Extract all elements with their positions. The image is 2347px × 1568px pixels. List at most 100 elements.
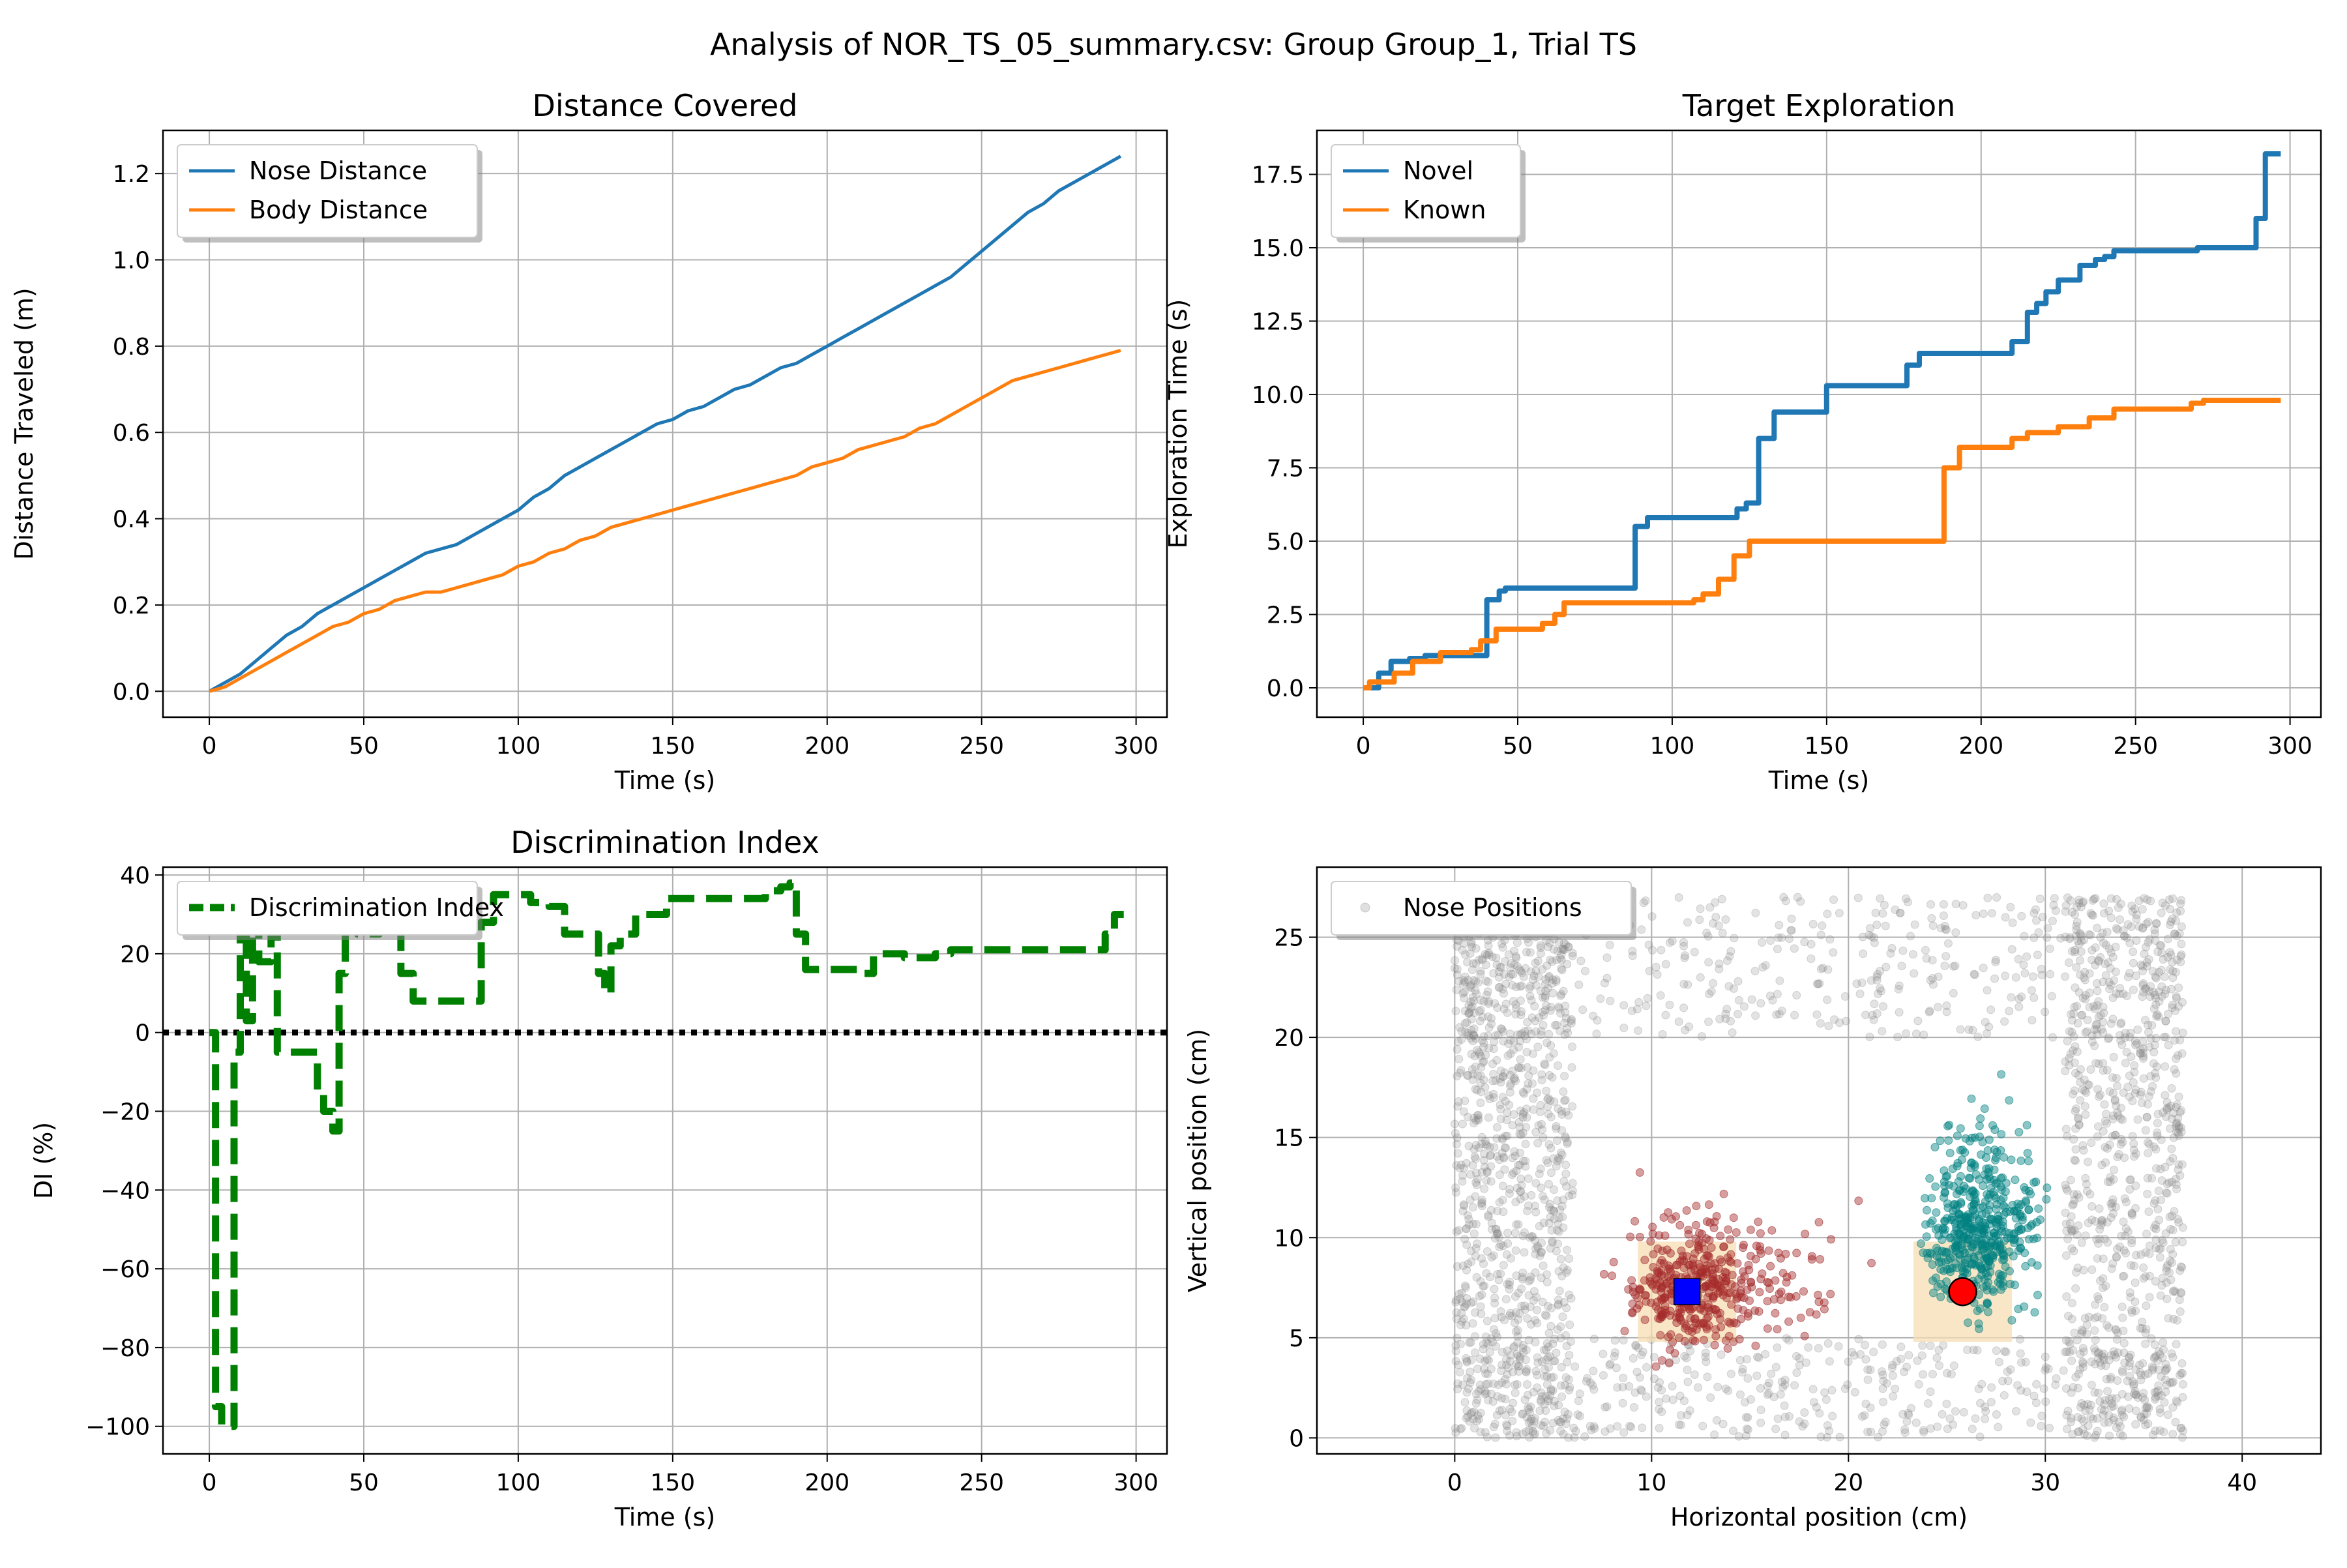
nose-position-point bbox=[1473, 1071, 1483, 1080]
near-known-point bbox=[1662, 1245, 1672, 1254]
nose-position-point bbox=[1576, 956, 1586, 966]
nose-position-point bbox=[2142, 1301, 2151, 1310]
nose-position-point bbox=[1906, 932, 1915, 941]
nose-position-point bbox=[1571, 1362, 1580, 1371]
nose-position-point bbox=[1816, 1019, 1825, 1028]
nose-position-point bbox=[2091, 1300, 2100, 1309]
nose-position-point bbox=[1500, 1068, 1509, 1077]
nose-position-point bbox=[1499, 1207, 1508, 1217]
nose-position-point bbox=[2176, 1123, 2185, 1132]
series-line-1 bbox=[209, 349, 1121, 693]
nose-position-point bbox=[2081, 1231, 2090, 1240]
nose-position-point bbox=[2111, 1325, 2120, 1334]
nose-position-point bbox=[2070, 1226, 2079, 1235]
nose-position-point bbox=[2022, 952, 2031, 961]
nose-position-point bbox=[1539, 1219, 1548, 1228]
x-tick-label: 150 bbox=[1804, 733, 1849, 760]
nose-position-point bbox=[1681, 951, 1690, 960]
nose-position-point bbox=[1575, 1389, 1584, 1398]
nose-position-point bbox=[2157, 1176, 2166, 1185]
nose-position-point bbox=[1462, 1356, 1471, 1365]
nose-position-point bbox=[1509, 1368, 1518, 1376]
near-novel-point bbox=[1936, 1292, 1945, 1301]
nose-position-point bbox=[2087, 1138, 2096, 1147]
nose-position-point bbox=[2043, 933, 2052, 942]
nose-position-point bbox=[1850, 1387, 1859, 1397]
nose-position-point bbox=[2082, 1179, 2091, 1189]
nose-position-point bbox=[2162, 1104, 2172, 1113]
nose-position-point bbox=[1466, 1195, 1475, 1204]
nose-position-point bbox=[2177, 922, 2186, 931]
nose-position-point bbox=[1518, 1340, 1528, 1350]
nose-position-point bbox=[1504, 1039, 1513, 1048]
y-tick-label: 25 bbox=[1274, 925, 1304, 952]
nose-position-point bbox=[2067, 1299, 2076, 1308]
legend-box bbox=[177, 881, 478, 936]
nose-position-point bbox=[1706, 1393, 1715, 1402]
nose-position-point bbox=[1763, 1382, 1772, 1391]
nose-position-point bbox=[1479, 1282, 1488, 1291]
nose-position-point bbox=[1863, 1365, 1872, 1374]
nose-position-point bbox=[2165, 1268, 2174, 1277]
nose-position-point bbox=[2136, 1049, 2145, 1058]
nose-position-point bbox=[2174, 983, 2183, 992]
nose-position-point bbox=[2121, 1249, 2131, 1258]
nose-position-point bbox=[1879, 1397, 1888, 1406]
nose-position-point bbox=[2108, 1089, 2118, 1098]
nose-position-point bbox=[1613, 1422, 1622, 1431]
nose-position-point bbox=[2118, 1302, 2127, 1311]
nose-position-point bbox=[1912, 1029, 1921, 1039]
nose-position-point bbox=[1568, 1191, 1577, 1200]
nose-position-point bbox=[1536, 1164, 1545, 1174]
nose-position-point bbox=[2172, 1122, 2181, 1131]
nose-position-point bbox=[1719, 1419, 1728, 1428]
di-plot-area bbox=[163, 879, 1167, 1430]
nose-position-point bbox=[1495, 983, 1504, 992]
nose-position-point bbox=[2109, 1175, 2118, 1184]
x-tick-label: 30 bbox=[2030, 1470, 2060, 1496]
nose-position-point bbox=[1495, 968, 1503, 977]
nose-position-point bbox=[2077, 1011, 2086, 1020]
nose-position-point bbox=[1694, 1383, 1703, 1392]
nose-position-point bbox=[1473, 1111, 1482, 1120]
near-known-point bbox=[1654, 1305, 1662, 1314]
y-tick-label: −20 bbox=[100, 1099, 150, 1125]
nose-position-point bbox=[2063, 1037, 2072, 1046]
nose-position-point bbox=[1554, 1267, 1563, 1276]
nose-position-point bbox=[1878, 1427, 1887, 1436]
near-known-point bbox=[1702, 1325, 1711, 1334]
nose-position-point bbox=[1537, 1119, 1546, 1129]
legend-box bbox=[177, 144, 478, 238]
nose-position-point bbox=[1540, 1059, 1549, 1069]
nose-position-point bbox=[1726, 1369, 1735, 1378]
nose-position-point bbox=[1636, 1385, 1646, 1394]
nose-position-point bbox=[1987, 1383, 1996, 1392]
nose-position-point bbox=[1528, 1421, 1537, 1430]
near-known-point bbox=[1707, 1243, 1716, 1252]
nose-position-point bbox=[1541, 975, 1550, 984]
nose-position-point bbox=[2080, 1086, 2089, 1095]
nose-position-point bbox=[1734, 996, 1743, 1005]
nose-position-point bbox=[1529, 1094, 1538, 1103]
near-novel-point bbox=[1964, 1174, 1973, 1183]
nose-position-point bbox=[2151, 1073, 2161, 1082]
nose-position-point bbox=[2067, 1356, 2076, 1365]
nose-position-point bbox=[2016, 1386, 2026, 1395]
near-known-point bbox=[1756, 1229, 1765, 1238]
nose-position-point bbox=[2157, 1372, 2166, 1381]
nose-position-point bbox=[2099, 1283, 2108, 1292]
nose-position-point bbox=[1534, 972, 1543, 981]
nose-position-point bbox=[2113, 1082, 2122, 1091]
nose-position-point bbox=[1979, 964, 1988, 973]
nose-position-point bbox=[1507, 969, 1516, 979]
nose-position-point bbox=[2129, 1381, 2138, 1390]
nose-position-point bbox=[1546, 1391, 1554, 1400]
nose-position-point bbox=[2117, 1407, 2126, 1416]
nose-position-point bbox=[2103, 927, 2112, 936]
nose-position-point bbox=[1527, 996, 1536, 1005]
nose-position-point bbox=[1509, 1168, 1518, 1177]
nose-position-point bbox=[1492, 1134, 1501, 1143]
nose-position-point bbox=[1477, 1202, 1486, 1211]
nose-position-point bbox=[1536, 1108, 1545, 1117]
nose-position-point bbox=[2094, 1122, 2103, 1131]
